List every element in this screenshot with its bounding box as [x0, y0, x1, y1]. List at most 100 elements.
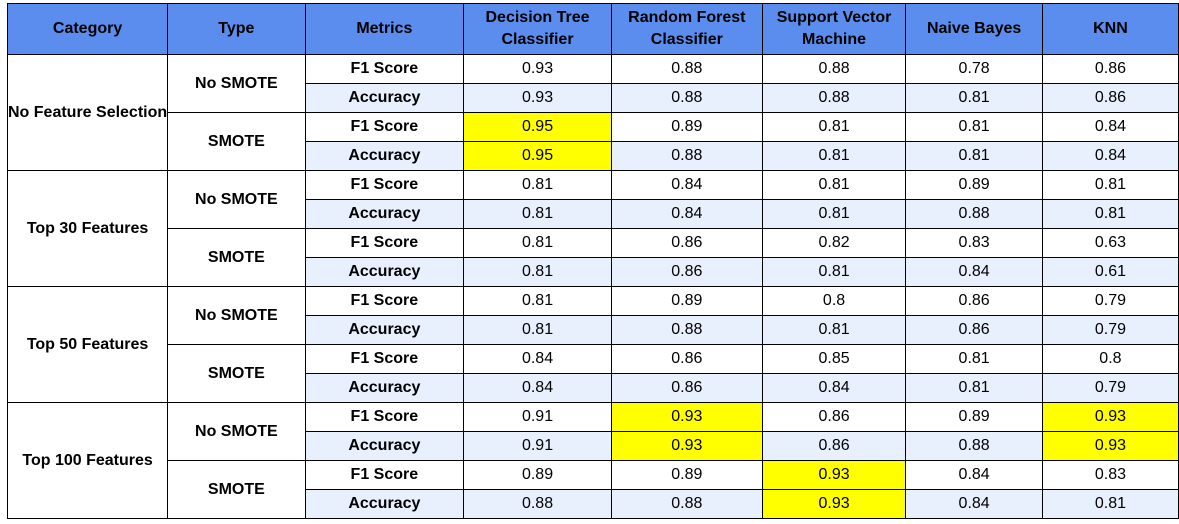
value-cell: 0.81: [905, 112, 1043, 142]
column-header: Random Forest Classifier: [610, 3, 763, 55]
metric-cell: F1 Score: [304, 170, 465, 200]
value-cell: 0.91: [463, 431, 612, 461]
highlighted-value-cell: 0.93: [761, 460, 907, 490]
value-cell: 0.88: [610, 54, 763, 84]
value-cell: 0.86: [1041, 54, 1179, 84]
metric-cell: Accuracy: [304, 489, 465, 519]
table-row: Accuracy 0.81 0.88 0.81 0.86 0.79: [8, 315, 1179, 345]
column-header: Decision Tree Classifier: [463, 3, 612, 55]
type-cell: SMOTE: [167, 344, 306, 403]
value-cell: 0.88: [610, 315, 763, 345]
value-cell: 0.88: [463, 489, 612, 519]
value-cell: 0.89: [905, 170, 1043, 200]
metric-cell: Accuracy: [304, 373, 465, 403]
value-cell: 0.84: [761, 373, 907, 403]
value-cell: 0.81: [761, 112, 907, 142]
value-cell: 0.79: [1041, 286, 1179, 316]
value-cell: 0.8: [761, 286, 907, 316]
highlighted-value-cell: 0.93: [1041, 431, 1179, 461]
highlighted-value-cell: 0.93: [610, 431, 763, 461]
value-cell: 0.81: [463, 170, 612, 200]
column-header: Metrics: [304, 3, 465, 55]
value-cell: 0.88: [905, 199, 1043, 229]
value-cell: 0.86: [610, 228, 763, 258]
value-cell: 0.82: [761, 228, 907, 258]
type-cell: No SMOTE: [167, 402, 306, 461]
metric-cell: Accuracy: [304, 199, 465, 229]
value-cell: 0.81: [1041, 489, 1179, 519]
value-cell: 0.81: [905, 141, 1043, 171]
value-cell: 0.86: [905, 286, 1043, 316]
value-cell: 0.84: [905, 257, 1043, 287]
value-cell: 0.89: [463, 460, 612, 490]
table-row: Top 50 Features No SMOTE F1 Score 0.81 0.89 0…: [6, 286, 1179, 403]
category-cell: Top 30 Features: [6, 170, 169, 287]
value-cell: 0.81: [761, 170, 907, 200]
value-cell: 0.84: [905, 489, 1043, 519]
highlighted-value-cell: 0.93: [761, 489, 907, 519]
column-header: Naive Bayes: [905, 3, 1043, 55]
table-row: Accuracy 0.93 0.88 0.88 0.81 0.86: [8, 83, 1179, 113]
value-cell: 0.88: [905, 431, 1043, 461]
value-cell: 0.86: [610, 373, 763, 403]
value-cell: 0.86: [761, 402, 907, 432]
value-cell: 0.86: [610, 257, 763, 287]
category-cell: Top 100 Features: [6, 402, 169, 519]
type-cell: SMOTE: [167, 112, 306, 171]
value-cell: 0.81: [905, 83, 1043, 113]
value-cell: 0.78: [905, 54, 1043, 84]
table-row: Accuracy 0.95 0.88 0.81 0.81 0.84: [8, 141, 1179, 171]
value-cell: 0.84: [463, 344, 612, 374]
type-cell: No SMOTE: [167, 170, 306, 229]
highlighted-value-cell: 0.93: [1041, 402, 1179, 432]
metric-cell: F1 Score: [304, 460, 465, 490]
value-cell: 0.81: [761, 315, 907, 345]
value-cell: 0.81: [761, 199, 907, 229]
value-cell: 0.89: [610, 286, 763, 316]
value-cell: 0.81: [1041, 170, 1179, 200]
table-row: Accuracy 0.91 0.93 0.86 0.88 0.93: [8, 431, 1179, 461]
metric-cell: F1 Score: [304, 54, 465, 84]
value-cell: 0.81: [463, 286, 612, 316]
value-cell: 0.84: [905, 460, 1043, 490]
metric-cell: Accuracy: [304, 257, 465, 287]
value-cell: 0.86: [1041, 83, 1179, 113]
value-cell: 0.81: [463, 257, 612, 287]
value-cell: 0.8: [1041, 344, 1179, 374]
value-cell: 0.81: [905, 344, 1043, 374]
metric-cell: F1 Score: [304, 286, 465, 316]
metric-cell: Accuracy: [304, 83, 465, 113]
metric-cell: F1 Score: [304, 112, 465, 142]
table-row: Top 30 Features No SMOTE F1 Score 0.81 0.84 0…: [6, 170, 1179, 287]
table-row: Accuracy 0.81 0.86 0.81 0.84 0.61: [8, 257, 1179, 287]
value-cell: 0.91: [463, 402, 612, 432]
value-cell: 0.86: [905, 315, 1043, 345]
type-cell: SMOTE: [167, 460, 306, 519]
value-cell: 0.83: [1041, 460, 1179, 490]
value-cell: 0.79: [1041, 315, 1179, 345]
value-cell: 0.83: [905, 228, 1043, 258]
value-cell: 0.84: [610, 199, 763, 229]
value-cell: 0.84: [463, 373, 612, 403]
value-cell: 0.61: [1041, 257, 1179, 287]
column-header: Type: [167, 3, 306, 55]
type-cell: No SMOTE: [167, 54, 306, 113]
value-cell: 0.79: [1041, 373, 1179, 403]
value-cell: 0.86: [610, 344, 763, 374]
table-row: SMOTE F1 Score 0.81 0.86 0.82 0.83 0.63: [8, 228, 1179, 287]
value-cell: 0.93: [463, 83, 612, 113]
results-table: Category Type Metrics Decision Tree Classif…: [6, 3, 1179, 519]
table-body: No Feature Selection No SMOTE F1 Score 0.93…: [6, 54, 1179, 519]
value-cell: 0.81: [463, 228, 612, 258]
type-cell: No SMOTE: [167, 286, 306, 345]
value-cell: 0.84: [1041, 112, 1179, 142]
value-cell: 0.88: [610, 83, 763, 113]
value-cell: 0.63: [1041, 228, 1179, 258]
value-cell: 0.89: [610, 112, 763, 142]
value-cell: 0.93: [463, 54, 612, 84]
metric-cell: Accuracy: [304, 315, 465, 345]
header-row: Category Type Metrics Decision Tree Classif…: [6, 3, 1179, 55]
value-cell: 0.81: [463, 199, 612, 229]
value-cell: 0.81: [905, 373, 1043, 403]
value-cell: 0.81: [761, 141, 907, 171]
